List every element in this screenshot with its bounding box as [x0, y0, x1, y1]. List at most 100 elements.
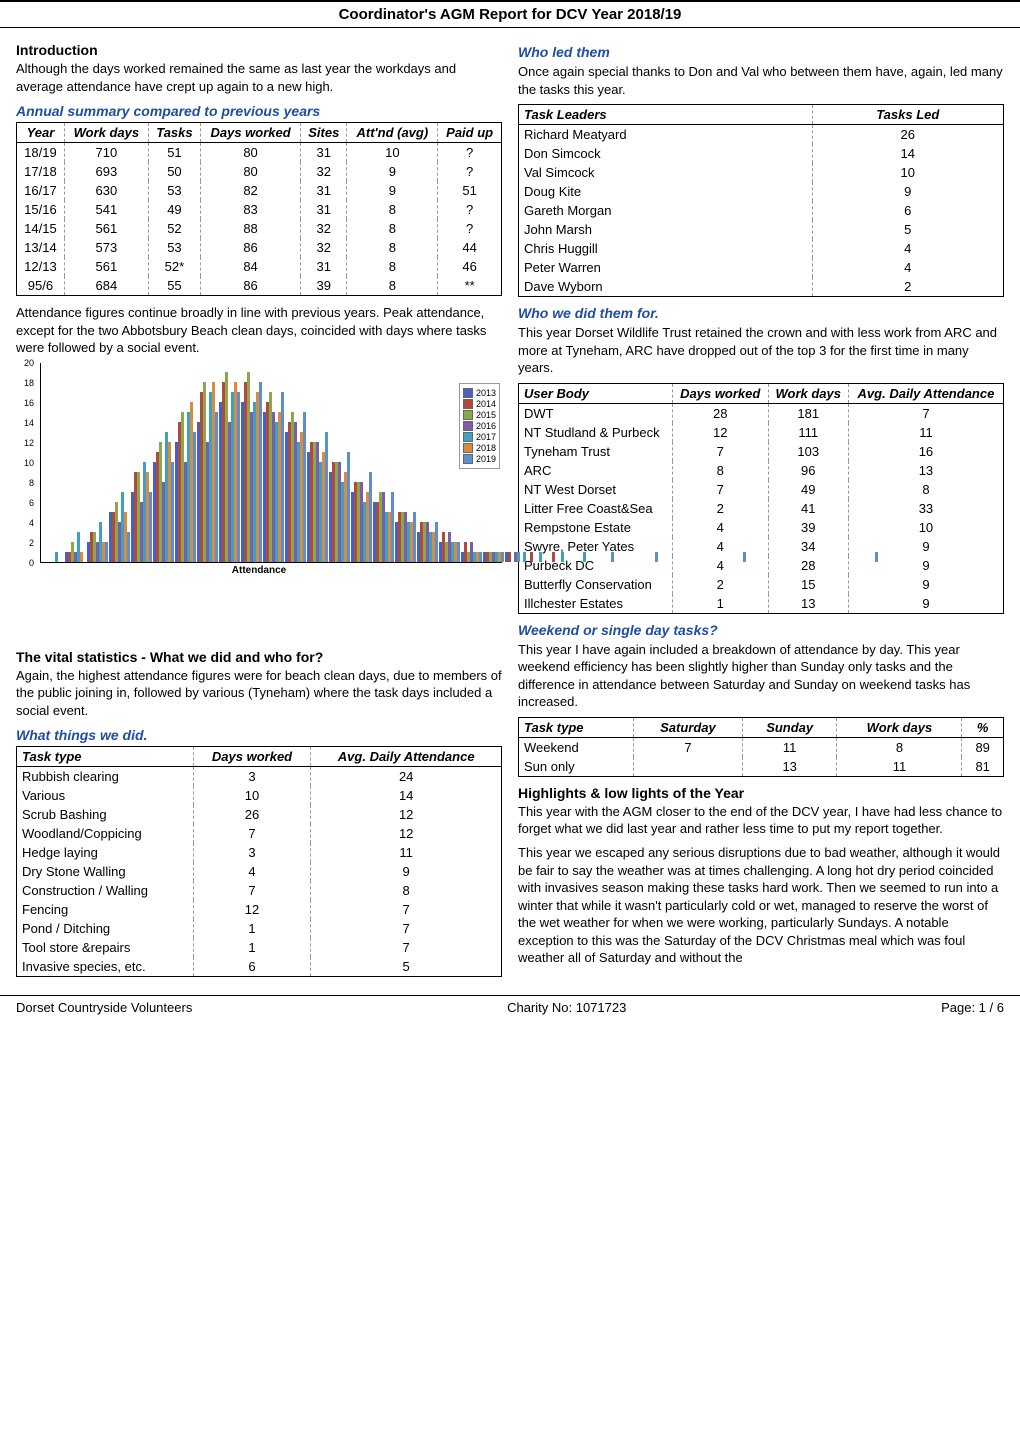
table-cell: 8 [347, 200, 438, 219]
left-column: Introduction Although the days worked re… [16, 36, 502, 985]
vital-heading: The vital statistics - What we did and w… [16, 649, 502, 665]
chart-bar-group [857, 552, 878, 562]
wholed-heading: Who led them [518, 44, 1004, 60]
chart-bar [655, 552, 658, 562]
table-cell: 7 [311, 938, 502, 957]
table-cell: 561 [64, 257, 148, 276]
table-cell: 89 [962, 737, 1004, 757]
table-cell: 33 [848, 499, 1003, 518]
table-header: Work days [768, 383, 848, 403]
table-cell: 8 [311, 881, 502, 900]
chart-bar [435, 522, 438, 562]
table-cell: 81 [962, 757, 1004, 777]
chart-legend-item: 2014 [463, 399, 496, 409]
table-row: Doug Kite9 [519, 182, 1004, 201]
chart-bar [523, 552, 526, 562]
table-cell: 8 [837, 737, 962, 757]
chart-bar [215, 412, 218, 562]
chart-bar-group [483, 552, 504, 562]
table-row: Invasive species, etc.65 [17, 957, 502, 977]
table-cell: 26 [193, 805, 311, 824]
table-cell: 181 [768, 403, 848, 423]
page-footer: Dorset Countryside Volunteers Charity No… [0, 995, 1020, 1019]
table-row: Don Simcock14 [519, 144, 1004, 163]
table-cell: 53 [148, 181, 200, 200]
table-cell: Fencing [17, 900, 194, 919]
table-cell: Dry Stone Walling [17, 862, 194, 881]
table-row: Richard Meatyard26 [519, 125, 1004, 145]
table-row: NT Studland & Purbeck1211111 [519, 423, 1004, 442]
chart-legend: 2013201420152016201720182019 [459, 383, 500, 469]
weekend-table: Task typeSaturdaySundayWork days%Weekend… [518, 717, 1004, 777]
table-cell: Weekend [519, 737, 634, 757]
userbody-table: User BodyDays workedWork daysAvg. Daily … [518, 383, 1004, 614]
table-row: Pond / Ditching17 [17, 919, 502, 938]
chart-bar [325, 432, 328, 562]
table-cell: Tool store &repairs [17, 938, 194, 957]
table-row: Chris Huggill4 [519, 239, 1004, 258]
table-row: Tyneham Trust710316 [519, 442, 1004, 461]
table-cell: 31 [301, 143, 347, 163]
table-cell: 710 [64, 143, 148, 163]
attendance-chart: 02468101214161820 2013201420152016201720… [16, 363, 502, 643]
weekend-heading: Weekend or single day tasks? [518, 622, 1004, 638]
whofor-heading: Who we did them for. [518, 305, 1004, 321]
table-cell: Rempstone Estate [519, 518, 673, 537]
table-cell: 103 [768, 442, 848, 461]
table-row: ARC89613 [519, 461, 1004, 480]
table-cell: 84 [200, 257, 300, 276]
table-cell: 10 [193, 786, 311, 805]
table-cell: 41 [768, 499, 848, 518]
table-cell: 11 [311, 843, 502, 862]
table-row: Dry Stone Walling49 [17, 862, 502, 881]
table-cell: 26 [812, 125, 1003, 145]
table-cell: 4 [672, 518, 768, 537]
table-cell: NT West Dorset [519, 480, 673, 499]
table-header: Tasks Led [812, 105, 1003, 125]
table-cell: Richard Meatyard [519, 125, 813, 145]
table-cell: 80 [200, 162, 300, 181]
table-cell: 39 [301, 276, 347, 296]
table-cell: 13 [848, 461, 1003, 480]
table-cell: 14 [812, 144, 1003, 163]
chart-bar [539, 552, 542, 562]
table-cell: 31 [301, 200, 347, 219]
table-cell: Doug Kite [519, 182, 813, 201]
table-cell: 7 [848, 403, 1003, 423]
table-cell: 8 [347, 219, 438, 238]
table-cell: 51 [438, 181, 502, 200]
table-cell: 51 [148, 143, 200, 163]
table-cell: 10 [812, 163, 1003, 182]
table-cell: 7 [311, 919, 502, 938]
table-cell: Gareth Morgan [519, 201, 813, 220]
table-cell: 630 [64, 181, 148, 200]
chart-bar-group [593, 552, 614, 562]
chart-bar [347, 452, 350, 562]
table-cell: 7 [672, 480, 768, 499]
table-cell: John Marsh [519, 220, 813, 239]
table-cell [634, 757, 743, 777]
table-cell: 49 [148, 200, 200, 219]
table-cell: 9 [311, 862, 502, 881]
chart-bar-group [263, 392, 284, 562]
table-header: Year [17, 123, 65, 143]
chart-bar-group [197, 382, 218, 562]
footer-left: Dorset Countryside Volunteers [16, 1000, 192, 1015]
table-header: Task type [17, 747, 194, 767]
table-header: Work days [64, 123, 148, 143]
table-header: Avg. Daily Attendance [311, 747, 502, 767]
chart-bar [237, 392, 240, 562]
table-cell: 9 [347, 162, 438, 181]
table-cell: 83 [200, 200, 300, 219]
table-cell: Peter Warren [519, 258, 813, 277]
table-cell: Litter Free Coast&Sea [519, 499, 673, 518]
table-row: Woodland/Coppicing712 [17, 824, 502, 843]
table-cell: 561 [64, 219, 148, 238]
chart-bar [743, 552, 746, 562]
table-cell: Val Simcock [519, 163, 813, 182]
chart-legend-item: 2019 [463, 454, 496, 464]
table-cell: 28 [768, 556, 848, 575]
chart-bar [303, 412, 306, 562]
table-cell: Pond / Ditching [17, 919, 194, 938]
table-cell: 5 [812, 220, 1003, 239]
